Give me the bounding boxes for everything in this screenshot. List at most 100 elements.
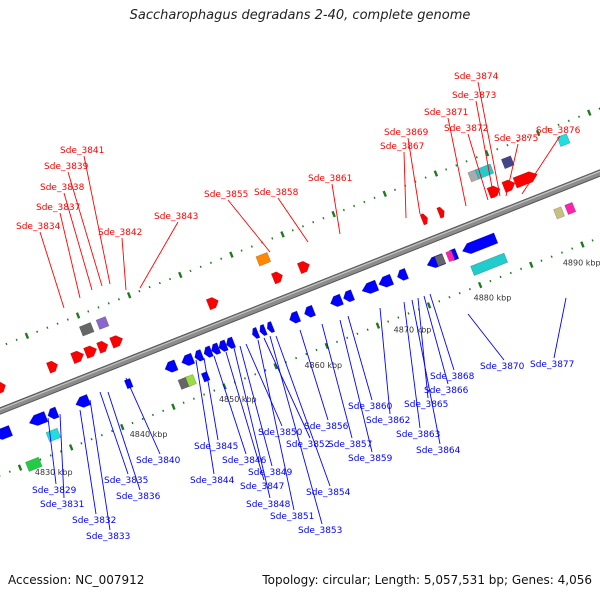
reverse-gene-label: Sde_3850 xyxy=(258,428,303,438)
reverse-gene-label-leader xyxy=(379,307,391,415)
reverse-gene-arrow xyxy=(181,352,196,367)
reverse-gene-label: Sde_3835 xyxy=(104,476,148,486)
reverse-gene-label-leader xyxy=(239,345,273,467)
scale-tick-bottom xyxy=(560,251,563,254)
reverse-gene-arrow xyxy=(259,323,268,337)
reverse-gene-label: Sde_3840 xyxy=(136,456,181,466)
forward-gene-label: Sde_3842 xyxy=(98,228,142,238)
reverse-gene-box xyxy=(200,371,211,383)
reverse-gene-label: Sde_3856 xyxy=(304,422,349,432)
scale-tick-top xyxy=(363,200,366,204)
scale-tick-bottom xyxy=(346,336,349,340)
forward-gene-arrow xyxy=(419,213,428,226)
scale-tick-top xyxy=(433,170,439,177)
scale-tick-top xyxy=(148,285,151,289)
scale-tick-top xyxy=(107,302,110,305)
reverse-gene-label: Sde_3832 xyxy=(72,516,116,526)
reverse-gene-label: Sde_3860 xyxy=(348,402,393,412)
scale-tick-top xyxy=(220,257,223,260)
scale-tick-bottom xyxy=(407,312,410,315)
kbp-label: 4850 kbp xyxy=(219,395,257,404)
scale-tick-bottom xyxy=(335,340,339,344)
scale-tick-top xyxy=(66,318,69,321)
forward-gene-label-leader xyxy=(447,117,467,207)
forward-gene-label-leader xyxy=(139,221,179,289)
reverse-gene-label-leader xyxy=(347,315,373,401)
reverse-gene-label: Sde_3853 xyxy=(298,526,342,536)
forward-gene-arrow xyxy=(45,360,59,374)
forward-gene-label-leader xyxy=(467,133,489,201)
reverse-gene-label: Sde_3846 xyxy=(222,456,267,466)
forward-gene-label: Sde_3837 xyxy=(36,203,80,213)
accession-text: Accession: NC_007912 xyxy=(8,573,145,587)
scale-tick-bottom xyxy=(39,458,42,461)
reverse-gene-label-leader xyxy=(339,319,373,453)
forward-gene-label-leader xyxy=(83,155,111,285)
reverse-gene-arrow xyxy=(47,406,60,420)
forward-gene-label-leader xyxy=(403,151,407,219)
scale-tick-top xyxy=(393,188,397,191)
reverse-gene-label-leader xyxy=(79,409,97,515)
scale-tick-bottom xyxy=(375,322,381,329)
scale-tick-bottom xyxy=(315,348,318,352)
scale-tick-bottom xyxy=(203,393,206,396)
reverse-gene-label-leader xyxy=(203,357,219,441)
scale-tick-bottom xyxy=(8,470,11,473)
scale-tick-bottom xyxy=(111,429,114,433)
reverse-gene-label-leader xyxy=(99,391,129,475)
reverse-gene-label-leader xyxy=(125,377,161,455)
reverse-gene-label-leader xyxy=(553,297,567,359)
scale-tick-top xyxy=(138,289,141,293)
forward-gene-label-leader xyxy=(521,135,561,195)
feature-box xyxy=(255,251,272,267)
forward-gene-label: Sde_3843 xyxy=(154,212,198,222)
forward-gene-arrow xyxy=(109,335,124,349)
reverse-gene-label: Sde_3847 xyxy=(240,482,284,492)
forward-gene-label-leader xyxy=(227,199,271,253)
reverse-gene-label: Sde_3852 xyxy=(286,440,330,450)
scale-tick-top xyxy=(87,310,90,313)
feature-box xyxy=(78,322,95,337)
scale-tick-top xyxy=(169,277,172,281)
reverse-gene-label: Sde_3862 xyxy=(366,416,410,426)
reverse-gene-label-leader xyxy=(195,359,215,475)
scale-tick-top xyxy=(24,332,30,340)
kbp-label: 4890 kbp xyxy=(563,258,600,267)
forward-gene-arrow xyxy=(83,345,98,359)
scale-tick-top xyxy=(342,208,345,212)
forward-gene-label: Sde_3871 xyxy=(424,108,468,118)
scale-tick-bottom xyxy=(243,377,246,380)
scale-tick-top xyxy=(547,127,550,131)
scale-tick-bottom xyxy=(120,423,125,431)
feature-box xyxy=(470,252,509,276)
forward-gene-label-leader xyxy=(331,183,341,235)
scale-tick-top xyxy=(280,231,285,238)
reverse-gene-label-leader xyxy=(263,337,311,439)
reverse-gene-label: Sde_3848 xyxy=(246,500,291,510)
reverse-gene-arrow xyxy=(330,293,344,308)
scale-tick-top xyxy=(526,135,529,139)
scale-tick-bottom xyxy=(131,421,134,425)
reverse-gene-label-leader xyxy=(275,335,331,487)
reverse-gene-label: Sde_3857 xyxy=(328,440,372,450)
scale-tick-bottom xyxy=(448,296,451,299)
scale-tick-top xyxy=(271,237,274,240)
reverse-gene-label: Sde_3859 xyxy=(348,454,393,464)
feature-box xyxy=(184,373,197,387)
genome-backbone xyxy=(0,170,600,414)
map-title: Saccharophagus degradans 2-40, complete … xyxy=(129,8,471,23)
scale-tick-bottom xyxy=(571,247,574,250)
scale-tick-top xyxy=(516,139,519,143)
reverse-gene-label-leader xyxy=(299,329,329,421)
scale-tick-top xyxy=(46,326,49,329)
scale-tick-top xyxy=(322,216,325,220)
reverse-gene-arrow xyxy=(252,326,261,340)
reverse-gene-arrow xyxy=(378,273,395,288)
forward-gene-arrow xyxy=(270,271,283,285)
forward-gene-label: Sde_3876 xyxy=(536,126,581,136)
reverse-gene-label: Sde_3863 xyxy=(396,430,440,440)
scale-tick-top xyxy=(178,271,183,279)
scale-tick-top xyxy=(15,338,18,342)
scale-tick-top xyxy=(126,292,132,299)
